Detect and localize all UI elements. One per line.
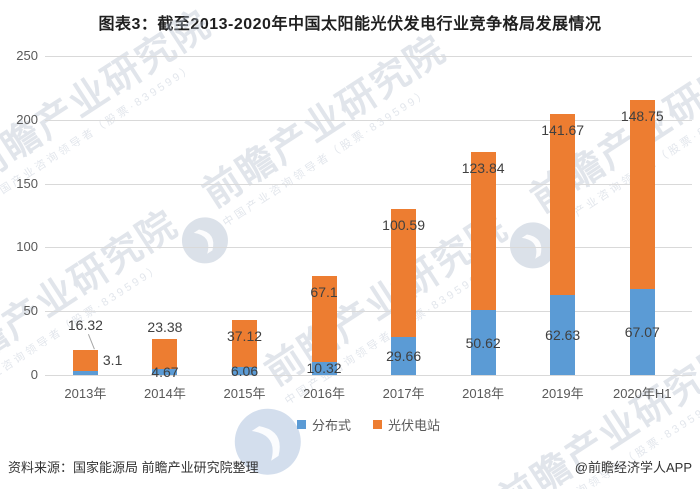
- bar-value-label: 29.66: [386, 348, 422, 365]
- watermark: 前瞻产业研究院 中国产业咨询领导者（股票·839599）: [181, 28, 463, 264]
- bar-segment: [629, 289, 655, 375]
- qianzhan-logo-icon: [181, 217, 228, 264]
- x-axis-label: 2013年: [64, 386, 107, 401]
- bar-segment: [550, 295, 576, 375]
- bar-segment: [232, 367, 257, 375]
- y-axis-tick-label: 150: [16, 175, 38, 191]
- bar-segment: [470, 310, 496, 375]
- legend: 分布式 光伏电站: [45, 415, 692, 434]
- x-axis-label: 2014年: [143, 386, 186, 401]
- bar-value-label: 4.67: [151, 364, 179, 381]
- y-axis-tick-label: 50: [23, 303, 38, 319]
- x-axis-label: 2018年: [462, 386, 505, 401]
- bar-segment: [152, 369, 178, 375]
- bar-value-label: 3.1: [102, 352, 123, 369]
- watermark-subtext: 中国产业咨询领导者（股票·839599）: [221, 86, 432, 230]
- bar-value-label: 6.06: [230, 363, 259, 380]
- bar-value-label: 67.1: [310, 284, 338, 301]
- legend-label: 光伏电站: [388, 418, 441, 433]
- y-axis-tick-label: 0: [30, 367, 38, 382]
- bar-segment: [550, 114, 576, 296]
- gridline: [45, 247, 692, 249]
- x-axis-label: 2015年: [223, 386, 266, 401]
- bar-value-label: 16.32: [67, 317, 103, 334]
- x-axis-label: 2019年: [541, 386, 584, 401]
- legend-item: 分布式: [296, 415, 351, 434]
- x-axis-label: 2020年H1: [612, 386, 672, 401]
- x-axis-label: 2017年: [382, 386, 425, 401]
- bar-segment: [232, 319, 257, 368]
- bar-segment: [72, 371, 98, 375]
- bar-segment: [629, 99, 655, 290]
- bar-segment: [311, 361, 337, 375]
- bar-segment: [391, 337, 417, 375]
- gridline: [45, 183, 692, 185]
- y-axis-tick-label: 250: [16, 48, 38, 63]
- bar-segment: [391, 208, 417, 338]
- gridline: [45, 311, 692, 313]
- gridline: [45, 375, 692, 376]
- bar-value-label: 67.07: [624, 324, 660, 341]
- y-axis-tick-label: 200: [16, 111, 38, 127]
- chart-title: 图表3：截至2013-2020年中国太阳能光伏发电行业竞争格局发展情况: [98, 16, 602, 33]
- bar-value-label: 62.63: [545, 327, 581, 344]
- bar-segment: [311, 276, 337, 362]
- bar-value-label: 10.32: [306, 360, 342, 377]
- gridline: [45, 56, 692, 57]
- qianzhan-logo-icon: [0, 184, 2, 248]
- bar-value-label: 141.67: [541, 122, 585, 139]
- legend-swatch: [296, 420, 306, 429]
- bar-value-label: 123.84: [461, 160, 505, 177]
- legend-swatch: [373, 420, 382, 429]
- source-note: 资料来源：国家能源局 前瞻产业研究院整理: [8, 460, 259, 475]
- legend-item: 光伏电站: [373, 415, 440, 434]
- bar-value-label: 50.62: [465, 334, 501, 351]
- x-axis-label: 2016年: [303, 386, 345, 401]
- bar-segment: [470, 152, 496, 311]
- bar-value-label: 100.59: [382, 216, 426, 233]
- bar-segment: [72, 350, 98, 372]
- bar-segment: [152, 339, 178, 370]
- watermark-text: 前瞻产业研究院: [195, 28, 454, 216]
- bar-value-label: 37.12: [226, 327, 263, 344]
- gridline: [45, 119, 692, 121]
- bar-value-label: 23.38: [147, 319, 183, 336]
- bar-value-label: 148.75: [620, 107, 664, 124]
- y-axis-tick-label: 100: [16, 239, 38, 255]
- credit-note: @前瞻经济学人APP: [574, 460, 692, 475]
- legend-label: 分布式: [311, 418, 351, 433]
